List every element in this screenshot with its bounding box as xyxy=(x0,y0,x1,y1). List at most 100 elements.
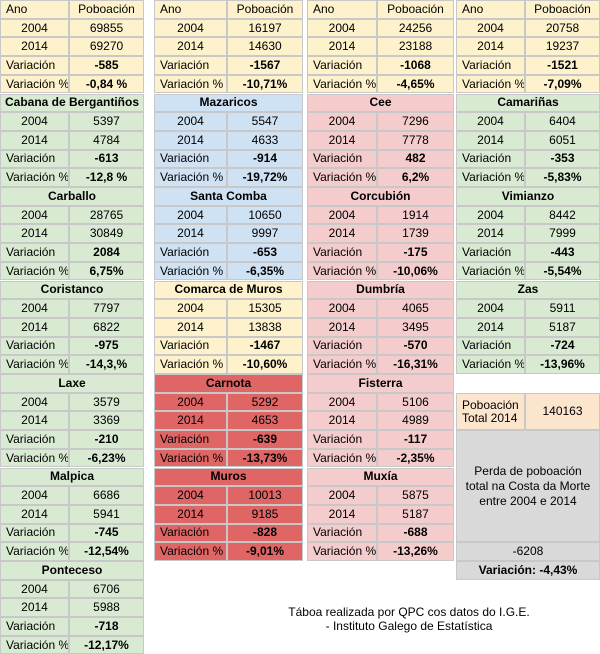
variation-pct-label: Variación % xyxy=(154,168,227,187)
variation-pct-value: -13,73% xyxy=(227,448,303,468)
year-label: 2014 xyxy=(0,504,69,524)
total-population-label: Poboación Total 2014 xyxy=(456,393,525,430)
year-label: 2004 xyxy=(154,112,227,131)
variation-value: -117 xyxy=(377,430,454,449)
variation-label: Variación xyxy=(307,430,377,449)
year-label: 2014 xyxy=(307,224,377,244)
variation-pct-value: -6,23% xyxy=(69,448,144,468)
variation-value: 482 xyxy=(377,149,454,169)
population-2004: 5547 xyxy=(227,112,303,131)
year-label: 2004 xyxy=(307,18,377,38)
population-2014: 9185 xyxy=(227,504,303,524)
total-population-value: 140163 xyxy=(525,393,600,430)
population-2014: 7999 xyxy=(525,224,600,244)
population-2004: 7296 xyxy=(377,112,454,131)
variation-pct-value: -10,60% xyxy=(227,355,303,374)
year-label: 2014 xyxy=(307,504,377,524)
variation-value: -585 xyxy=(69,56,144,75)
municipality-title: Cabana de Bergantiños xyxy=(0,93,144,113)
year-label: 2014 xyxy=(0,317,69,337)
municipality-title: Camariñas xyxy=(456,93,600,113)
variation-label: Variación xyxy=(456,243,525,262)
variation-pct-value: -16,31% xyxy=(377,355,454,374)
municipality-title: Carnota xyxy=(154,374,303,393)
header-population: Poboación xyxy=(227,0,303,19)
year-label: 2014 xyxy=(307,411,377,431)
population-loss-percent-text: Variación: -4,43% xyxy=(478,563,578,577)
variation-value: -1068 xyxy=(377,56,454,75)
header-population: Poboación xyxy=(525,0,600,19)
year-label: 2004 xyxy=(154,18,227,38)
source-note-line-1: Táboa realizada por QPC cos datos do I.G… xyxy=(288,605,530,619)
variation-pct-label: Variación % xyxy=(0,355,69,374)
variation-label: Variación xyxy=(0,617,69,636)
variation-label: Variación xyxy=(307,523,377,543)
year-label: 2014 xyxy=(456,224,525,244)
total-population-label-text: Poboación Total 2014 xyxy=(462,397,519,425)
year-label: 2014 xyxy=(154,411,227,431)
year-label: 2004 xyxy=(0,299,69,318)
municipality-title: Comarca de Muros xyxy=(154,280,303,300)
total-population-value-text: 140163 xyxy=(542,404,583,418)
variation-pct-value: -2,35% xyxy=(377,448,454,468)
variation-pct-value: -12,17% xyxy=(69,635,144,654)
municipality-title: Malpica xyxy=(0,467,144,487)
population-2014: 69270 xyxy=(69,37,144,57)
population-2004: 3579 xyxy=(69,392,144,412)
variation-pct-label: Variación % xyxy=(456,74,525,94)
population-2014: 6051 xyxy=(525,130,600,150)
variation-value: -1521 xyxy=(525,56,600,75)
variation-pct-value: -5,54% xyxy=(525,261,600,281)
variation-label: Variación xyxy=(456,336,525,356)
municipality-title: Muxía xyxy=(307,467,454,487)
header-population: Poboación xyxy=(377,0,454,19)
variation-label: Variación xyxy=(154,56,227,75)
year-label: 2004 xyxy=(307,299,377,318)
municipality-title: Muros xyxy=(154,467,303,487)
population-2004: 6686 xyxy=(69,486,144,505)
variation-value: -1467 xyxy=(227,336,303,356)
population-2004: 69855 xyxy=(69,18,144,38)
variation-pct-label: Variación % xyxy=(307,355,377,374)
variation-value: -210 xyxy=(69,430,144,449)
year-label: 2004 xyxy=(0,579,69,599)
variation-label: Variación xyxy=(0,149,69,169)
year-label: 2004 xyxy=(154,392,227,412)
variation-value: -653 xyxy=(227,243,303,262)
population-2014: 4633 xyxy=(227,130,303,150)
variation-pct-label: Variación % xyxy=(0,74,69,94)
population-2014: 3369 xyxy=(69,411,144,431)
variation-label: Variación xyxy=(307,56,377,75)
year-label: 2004 xyxy=(0,112,69,131)
population-2014: 4653 xyxy=(227,411,303,431)
population-loss-description-text: Perda de poboación total na Costa da Mor… xyxy=(465,463,591,508)
population-2004: 20758 xyxy=(525,18,600,38)
population-2014: 19237 xyxy=(525,37,600,57)
year-label: 2004 xyxy=(0,205,69,225)
variation-value: -914 xyxy=(227,149,303,169)
municipality-title: Santa Comba xyxy=(154,187,303,206)
variation-pct-label: Variación % xyxy=(307,542,377,561)
header-year: Ano xyxy=(0,0,69,19)
variation-label: Variación xyxy=(0,336,69,356)
municipality-title: Laxe xyxy=(0,374,144,393)
year-label: 2014 xyxy=(154,224,227,244)
variation-pct-value: -13,96% xyxy=(525,355,600,374)
year-label: 2004 xyxy=(307,392,377,412)
population-2004: 10013 xyxy=(227,486,303,505)
population-loss-description: Perda de poboación total na Costa da Mor… xyxy=(456,430,600,542)
variation-label: Variación xyxy=(154,243,227,262)
population-2014: 3495 xyxy=(377,317,454,337)
variation-pct-value: -9,01% xyxy=(227,542,303,561)
year-label: 2014 xyxy=(0,598,69,618)
population-2014: 5187 xyxy=(377,504,454,524)
source-note: Táboa realizada por QPC cos datos do I.G… xyxy=(218,595,600,643)
variation-value: -443 xyxy=(525,243,600,262)
population-2014: 5941 xyxy=(69,504,144,524)
municipality-title: Corcubión xyxy=(307,187,454,206)
variation-value: -975 xyxy=(69,336,144,356)
variation-pct-label: Variación % xyxy=(307,261,377,281)
variation-pct-label: Variación % xyxy=(154,261,227,281)
variation-pct-label: Variación % xyxy=(0,448,69,468)
population-2014: 14630 xyxy=(227,37,303,57)
